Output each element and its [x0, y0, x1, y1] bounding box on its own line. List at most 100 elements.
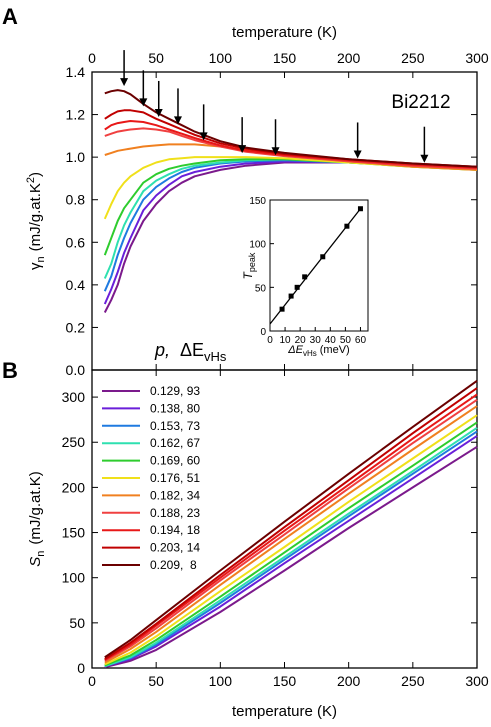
inset-yaxis-label: Tpeak: [241, 252, 257, 279]
panel-a-label: A: [2, 4, 18, 29]
a-xaxis-label: temperature (K): [232, 24, 337, 41]
inset-xlabel-sub: vHs: [303, 349, 317, 358]
inset-xlabel-unit: (meV): [320, 344, 350, 356]
a-ylabel-sub: n: [35, 256, 47, 262]
b-ytick-label: 200: [62, 479, 86, 495]
legend-label-8: 0.194, 18: [150, 523, 200, 537]
b-yaxis-label: Sn (mJ/g.at.K): [27, 471, 47, 567]
legend-label-1: 0.138, 80: [150, 401, 200, 415]
b-xtick-label: 150: [273, 673, 297, 689]
inset-point-6: [357, 206, 363, 212]
peak-arrow-head-4: [199, 132, 208, 141]
entropy-series-line-5: [104, 414, 478, 666]
a-xtick-label: 300: [465, 50, 489, 66]
inset-ytick-label: 100: [249, 240, 266, 251]
b-ytick-label: 300: [62, 389, 86, 405]
legend-title: p, ΔEvHs: [154, 340, 227, 364]
gamma-series-line-5: [103, 156, 478, 220]
panel-a: 0 50 100 150 200 250 3000.00.20.40.60.81.01.21…: [25, 24, 489, 378]
a-ytick-label: 0.0: [66, 362, 86, 378]
b-ylabel-main: S: [27, 557, 44, 567]
inset-ytick-label: 150: [249, 196, 266, 207]
peak-arrow-head-1: [139, 98, 148, 107]
entropy-series-line-9: [104, 387, 478, 660]
inset-xlabel-main: ΔE: [287, 344, 303, 356]
legend-title-delta: ΔE: [180, 340, 204, 360]
panel-b-label: B: [2, 358, 18, 383]
peak-arrow-head-3: [173, 116, 182, 125]
inset-xtick-label: 60: [355, 335, 367, 346]
a-ytick-label: 0.2: [66, 319, 86, 335]
peak-arrow-head-0: [120, 78, 129, 87]
legend-label-7: 0.188, 23: [150, 506, 200, 520]
inset-xtick-label: 10: [280, 335, 292, 346]
a-xtick-label: 100: [209, 50, 233, 66]
b-xtick-label: 250: [401, 673, 425, 689]
inset-xtick-label: 20: [295, 335, 307, 346]
inset-frame: [269, 199, 369, 332]
sample-annotation: Bi2212: [391, 92, 450, 113]
a-ytick-label: 1.0: [66, 149, 86, 165]
inset-xtick-label: 0: [267, 335, 273, 346]
a-yaxis-label: γn (mJ/g.at.K2): [25, 172, 47, 270]
inset-point-3: [302, 274, 308, 280]
entropy-series-line-10: [104, 379, 478, 659]
inset-xaxis-label: ΔEvHs (meV): [287, 344, 349, 358]
legend-label-4: 0.169, 60: [150, 454, 200, 468]
b-xtick-label: 50: [148, 673, 164, 689]
a-xtick-label: 150: [273, 50, 297, 66]
a-ylabel-main: γ: [27, 262, 44, 270]
b-ytick-label: 100: [62, 570, 86, 586]
gamma-series-line-7: [104, 127, 478, 170]
legend-label-6: 0.182, 34: [150, 488, 200, 502]
b-ytick-label: 50: [69, 615, 85, 631]
b-ylabel-rest: (mJ/g.at.K): [27, 471, 44, 544]
peak-arrow-head-8: [420, 154, 429, 163]
peak-arrow-head-7: [353, 150, 362, 159]
entropy-series-line-7: [104, 398, 478, 662]
a-xtick-label: 0: [88, 50, 96, 66]
a-xtick-label: 200: [337, 50, 361, 66]
entropy-series-line-4: [104, 421, 478, 667]
inset-point-4: [320, 254, 326, 260]
b-ylabel-sub: n: [35, 551, 47, 557]
entropy-series-line-0: [104, 445, 478, 669]
panel-b: 0 50 100 150 200 250 300 0 50 100 150 200 250 300 temp…: [27, 369, 489, 720]
gamma-series-line-10: [104, 89, 478, 168]
legend-title-p: p,: [154, 340, 170, 360]
inset-point-2: [294, 284, 300, 290]
inset-ytick-label: 0: [260, 327, 266, 338]
b-ytick-label: 0: [77, 660, 85, 676]
b-xtick-label: 300: [465, 673, 489, 689]
a-ytick-label: 0.4: [66, 277, 86, 293]
peak-arrow-head-2: [154, 108, 163, 117]
inset-xtick-label: 50: [340, 335, 352, 346]
entropy-series-line-3: [104, 426, 478, 668]
legend-label-0: 0.129, 93: [150, 384, 200, 398]
inset-point-1: [288, 293, 294, 299]
legend-label-2: 0.153, 73: [150, 419, 200, 433]
inset-ylabel-main: T: [241, 270, 255, 279]
inset-ytick-label: 50: [255, 283, 267, 294]
peak-arrow-head-5: [238, 145, 247, 154]
inset-ylabel-sub: peak: [247, 252, 257, 272]
peak-arrow-head-6: [271, 147, 280, 156]
inset-xtick-label: 30: [310, 335, 322, 346]
b-xtick-label: 200: [337, 673, 361, 689]
b-xtick-label: 100: [209, 673, 233, 689]
legend-label-9: 0.203, 14: [150, 541, 200, 555]
legend-label-10: 0.209, 8: [150, 558, 197, 572]
a-ytick-label: 1.4: [66, 64, 86, 80]
entropy-series-line-8: [104, 393, 478, 661]
b-ytick-label: 250: [62, 434, 86, 450]
a-xtick-label: 250: [401, 50, 425, 66]
inset-xtick-label: 40: [325, 335, 337, 346]
entropy-series-line-6: [104, 405, 478, 664]
a-ytick-label: 1.2: [66, 107, 86, 123]
a-ylabel-sup: 2: [25, 177, 37, 183]
b-xaxis-label: temperature (K): [232, 703, 337, 720]
b-xtick-label: 0: [88, 673, 96, 689]
